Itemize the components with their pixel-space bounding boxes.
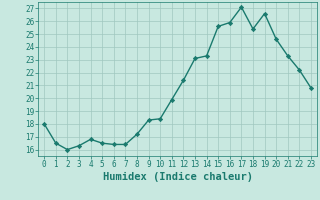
X-axis label: Humidex (Indice chaleur): Humidex (Indice chaleur) [103, 172, 252, 182]
